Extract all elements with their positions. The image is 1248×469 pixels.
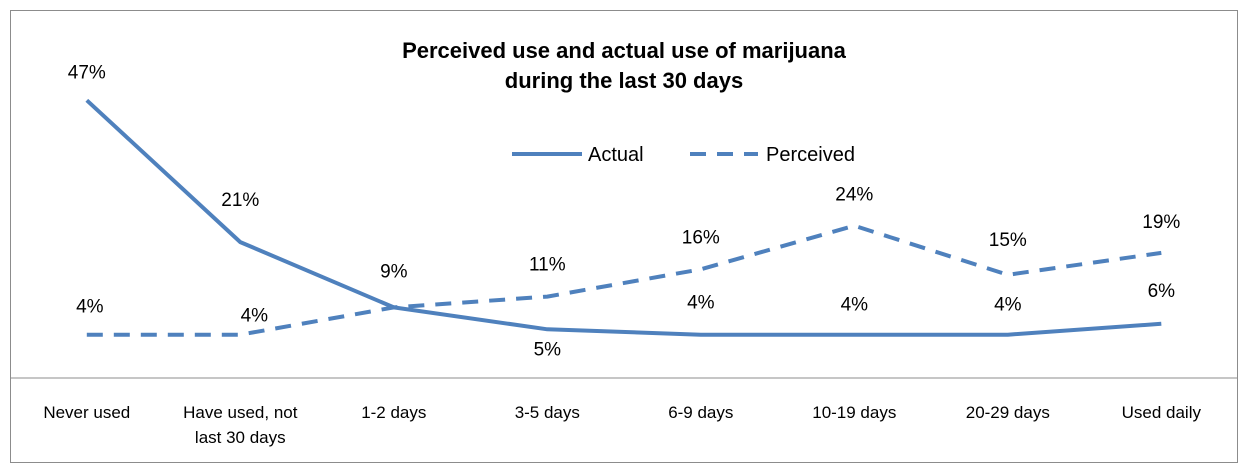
legend: Actual Perceived — [512, 144, 855, 166]
data-label-perceived-1: 4% — [76, 297, 104, 318]
x-tick-label-line: 1-2 days — [361, 403, 426, 422]
x-tick-label-5: 6-9 days — [668, 403, 733, 422]
data-label-actual-4: 5% — [534, 339, 562, 360]
x-tick-label-line: Never used — [43, 403, 130, 422]
legend-label-actual: Actual — [588, 144, 644, 166]
x-tick-label-line: 10-19 days — [812, 403, 896, 422]
x-tick-label-line: Have used, not — [183, 403, 298, 422]
data-label-actual-3: 9% — [380, 261, 408, 282]
data-label-actual-1: 47% — [68, 62, 106, 83]
data-label-actual-8: 6% — [1148, 281, 1176, 302]
data-label-perceived-4: 11% — [529, 255, 566, 276]
x-tick-label-8: Used daily — [1122, 403, 1202, 422]
data-label-perceived-6: 24% — [835, 185, 873, 206]
chart-title-line-1: Perceived use and actual use of marijuan… — [402, 38, 846, 63]
x-tick-label-line: last 30 days — [195, 428, 286, 447]
x-tick-label-1: Never used — [43, 403, 130, 422]
data-labels: 47% 21% 9% 5% 4% 4% 4% 6% 4% 4% 11% 16% 24% 15% 19% — [68, 62, 1181, 360]
data-label-actual-6: 4% — [841, 295, 869, 316]
x-tick-label-line: Used daily — [1122, 403, 1202, 422]
chart-frame — [10, 10, 1238, 463]
legend-label-perceived: Perceived — [766, 144, 855, 166]
chart-title-line-2: during the last 30 days — [504, 68, 744, 93]
data-label-perceived-5: 16% — [682, 227, 720, 248]
x-tick-label-line: 3-5 days — [515, 403, 580, 422]
data-label-perceived-8: 19% — [1142, 212, 1180, 233]
x-tick-labels: Never used Have used, not last 30 days 1-2 … — [43, 403, 1201, 447]
data-label-actual-5: 4% — [687, 293, 715, 314]
x-tick-label-3: 1-2 days — [361, 403, 426, 422]
x-tick-label-line: 6-9 days — [668, 403, 733, 422]
series-line-perceived — [86, 223, 1162, 337]
x-tick-label-line: 20-29 days — [966, 403, 1050, 422]
data-label-actual-2: 21% — [221, 190, 259, 211]
chart-title: Perceived use and actual use of marijuan… — [0, 36, 1248, 96]
x-tick-label-6: 10-19 days — [812, 403, 896, 422]
series-line-actual — [85, 98, 1162, 337]
data-label-actual-7: 4% — [994, 295, 1022, 316]
data-label-perceived-7: 15% — [989, 230, 1027, 251]
series-layer — [85, 98, 1162, 337]
x-tick-label-2: Have used, not last 30 days — [183, 403, 298, 447]
x-tick-label-7: 20-29 days — [966, 403, 1050, 422]
data-label-perceived-2: 4% — [241, 306, 269, 327]
x-tick-label-4: 3-5 days — [515, 403, 580, 422]
